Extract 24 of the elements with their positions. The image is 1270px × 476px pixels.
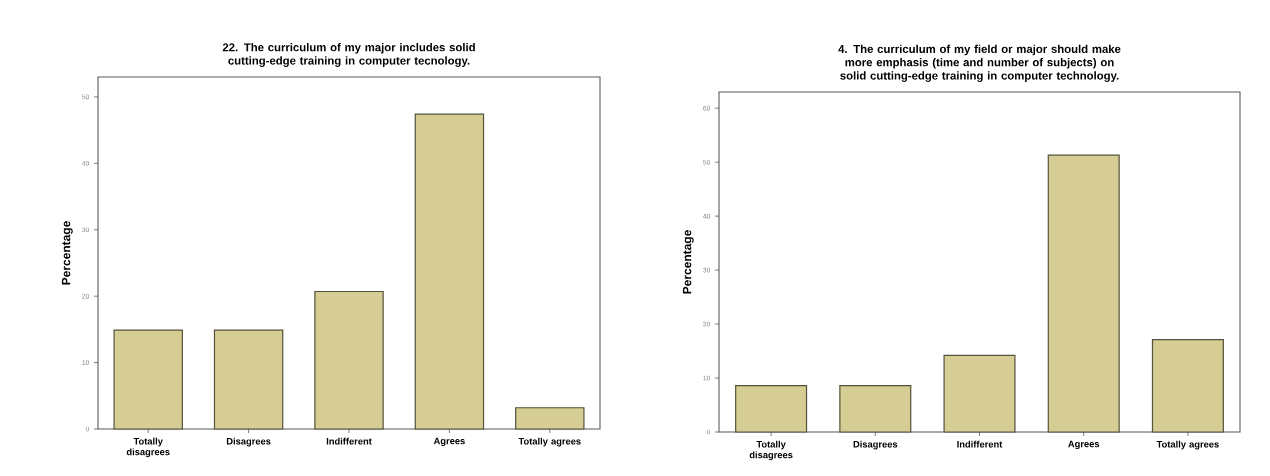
- chart-title: 22. The curriculum of my major includes solid cutting-edge training in computer tecnology.: [222, 43, 475, 67]
- bar: [735, 384, 808, 433]
- y-axis-title: Percentage: [61, 221, 73, 285]
- bar: [113, 329, 183, 430]
- x-tick-label: Totally agrees: [518, 437, 581, 447]
- x-tick-label: Agrees: [433, 437, 465, 447]
- bar: [1047, 154, 1120, 433]
- x-tick-label: Indifferent: [957, 440, 1003, 448]
- x-tick-label: Agrees: [1068, 440, 1100, 450]
- x-tick-label: Disagrees: [226, 437, 271, 447]
- x-tick-label: Totally disagrees: [126, 437, 170, 458]
- bar: [943, 354, 1016, 433]
- x-tick-label: Totally disagrees: [749, 440, 793, 461]
- bar: [314, 290, 384, 430]
- chart-title: 4. The curriculum of my field or major should make more emphasis (time and number of subjects) on solid cutting-edge training in computer technology.: [838, 44, 1121, 82]
- x-tick-label: Indifferent: [326, 437, 372, 445]
- bar: [515, 407, 585, 430]
- bar: [213, 329, 284, 430]
- bar: [1151, 339, 1224, 433]
- bar: [839, 384, 912, 433]
- x-tick-label: Disagrees: [853, 440, 898, 450]
- x-tick-label: Totally agrees: [1156, 440, 1219, 450]
- y-axis-title: Percentage: [682, 230, 694, 294]
- bar: [414, 113, 485, 430]
